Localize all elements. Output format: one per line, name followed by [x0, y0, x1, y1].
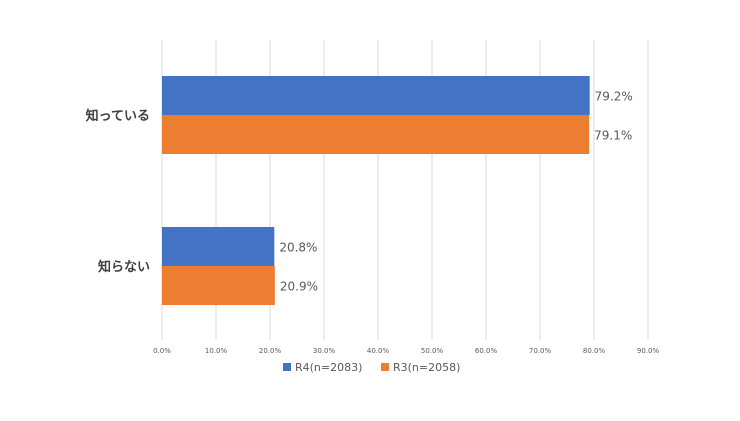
x-tick-label: 40.0%: [367, 347, 390, 355]
x-tick-label: 80.0%: [583, 347, 606, 355]
x-tick-label: 60.0%: [475, 347, 498, 355]
legend-label: R4(n=2083): [295, 361, 362, 374]
category-label: 知っている: [86, 108, 150, 124]
x-tick-label: 30.0%: [313, 347, 336, 355]
x-tick-label: 90.0%: [637, 347, 660, 355]
x-tick-label: 70.0%: [529, 347, 552, 355]
data-label: 79.1%: [594, 129, 632, 143]
bar-r3-1: [162, 266, 275, 305]
data-label: 20.9%: [280, 280, 318, 294]
x-tick-label: 0.0%: [153, 347, 171, 355]
data-label: 20.8%: [279, 241, 317, 255]
legend-swatch-r4: [283, 363, 291, 371]
x-tick-label: 50.0%: [421, 347, 444, 355]
x-tick-label: 20.0%: [259, 347, 282, 355]
bar-r4-0: [162, 76, 590, 115]
legend-swatch-r3: [381, 363, 389, 371]
bar-r4-1: [162, 227, 275, 266]
x-tick-label: 10.0%: [205, 347, 228, 355]
bar-r3-0: [162, 115, 590, 154]
legend-label: R3(n=2058): [393, 361, 460, 374]
data-label: 79.2%: [595, 90, 633, 104]
category-label: 知らない: [98, 259, 150, 275]
